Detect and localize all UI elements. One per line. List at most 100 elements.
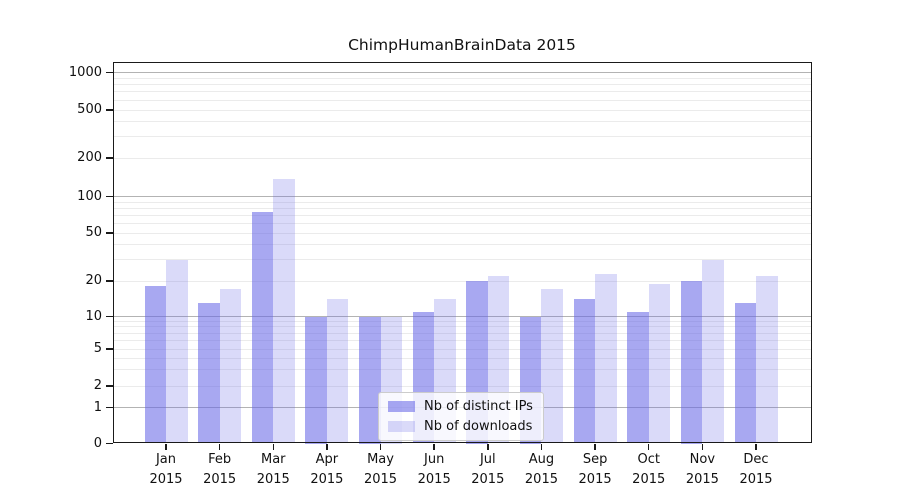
x-tick-mark (648, 444, 650, 451)
gridline-minor (114, 136, 811, 138)
x-tick-mark (379, 444, 382, 451)
bar-downloads-feb (219, 289, 242, 444)
x-tick-label: Jul 2015 (471, 452, 505, 487)
x-tick-label: Oct 2015 (632, 452, 666, 487)
legend-swatch-distinct-ips (388, 401, 415, 412)
y-tick-mark (106, 157, 113, 159)
y-tick-mark (106, 71, 113, 74)
bar-downloads-dec (756, 276, 778, 444)
legend-swatch-downloads (388, 421, 415, 432)
x-tick-mark (272, 444, 274, 451)
x-tick-mark (165, 444, 167, 451)
x-tick-mark (218, 444, 221, 451)
y-tick-mark (106, 315, 113, 318)
gridline-minor (114, 357, 811, 359)
y-tick-mark (106, 348, 113, 350)
gridline-minor (114, 369, 811, 371)
gridline-minor (114, 348, 811, 350)
y-tick-mark (106, 280, 113, 282)
bar-distinct-ips-jan (144, 286, 166, 444)
gridline-minor (114, 222, 811, 224)
x-tick-label: Apr 2015 (310, 452, 344, 487)
gridline-minor (114, 99, 811, 101)
x-tick-label: Aug 2015 (524, 452, 558, 487)
y-tick-mark (106, 109, 113, 111)
bar-downloads-sep (595, 273, 617, 444)
x-tick-label: Jan 2015 (149, 452, 183, 487)
x-tick-label: Jun 2015 (417, 452, 451, 487)
x-tick-label: Mar 2015 (256, 452, 290, 487)
x-tick-mark (326, 444, 328, 451)
x-tick-label: Nov 2015 (685, 452, 719, 487)
bar-downloads-nov (702, 259, 724, 444)
gridline-minor (114, 332, 811, 334)
y-tick-label: 1000 (68, 64, 102, 80)
bar-downloads-oct (648, 283, 671, 444)
bar-downloads-jan (166, 259, 188, 444)
gridline-major (114, 316, 811, 317)
gridline-minor (114, 157, 811, 159)
gridline-minor (114, 385, 811, 387)
x-tick-label: May 2015 (363, 452, 398, 487)
gridline-minor (114, 326, 811, 328)
gridline-minor (114, 339, 811, 341)
x-tick-label: Sep 2015 (578, 452, 612, 487)
bar-distinct-ips-nov (680, 281, 703, 444)
y-tick-label: 1 (93, 399, 102, 415)
bar-distinct-ips-dec (734, 303, 756, 444)
y-tick-mark (106, 442, 113, 445)
y-tick-label: 200 (77, 150, 102, 165)
bar-distinct-ips-oct (627, 311, 649, 444)
legend: Nb of distinct IPs Nb of downloads (378, 392, 544, 441)
gridline-minor (114, 207, 811, 209)
gridline-major (114, 196, 811, 197)
gridline-minor (114, 84, 811, 86)
legend-label-downloads: Nb of downloads (424, 419, 533, 434)
legend-entry-distinct-ips: Nb of distinct IPs (388, 399, 533, 414)
y-tick-label: 0 (93, 435, 102, 451)
x-tick-mark (540, 444, 543, 451)
plot-area (113, 62, 812, 443)
x-tick-label: Feb 2015 (203, 452, 237, 487)
y-tick-mark (106, 385, 113, 387)
gridline-minor (114, 259, 811, 261)
bar-distinct-ips-mar (251, 211, 274, 444)
x-tick-mark (487, 444, 489, 451)
y-tick-label: 100 (77, 188, 102, 204)
y-tick-label: 20 (85, 273, 102, 288)
y-tick-mark (106, 232, 113, 234)
bar-downloads-mar (273, 179, 295, 444)
gridline-minor (114, 91, 811, 93)
gridline-minor (114, 232, 811, 234)
gridline-minor (114, 109, 811, 111)
y-tick-label: 10 (85, 308, 102, 324)
x-tick-mark (433, 444, 435, 451)
gridline-minor (114, 214, 811, 216)
x-tick-mark (594, 444, 596, 451)
x-tick-mark (701, 444, 704, 451)
y-tick-label: 2 (93, 378, 102, 393)
chart-title: ChimpHumanBrainData 2015 (348, 36, 576, 54)
bar-downloads-apr (326, 299, 349, 444)
bar-distinct-ips-sep (573, 299, 596, 444)
gridline-minor (114, 77, 811, 79)
gridline-minor (114, 280, 811, 282)
y-tick-mark (106, 195, 113, 198)
x-tick-mark (755, 444, 757, 451)
bar-distinct-ips-apr (305, 316, 327, 444)
x-tick-label: Dec 2015 (739, 452, 773, 487)
bar-downloads-aug (541, 289, 563, 444)
gridline-minor (114, 320, 811, 322)
y-tick-label: 500 (77, 102, 102, 117)
gridline-minor (114, 201, 811, 203)
y-tick-label: 5 (93, 341, 102, 356)
bar-distinct-ips-may (359, 316, 381, 444)
y-tick-mark (106, 406, 113, 409)
legend-label-distinct-ips: Nb of distinct IPs (424, 399, 533, 414)
y-tick-label: 50 (85, 225, 102, 240)
gridline-major (114, 72, 811, 73)
legend-entry-downloads: Nb of downloads (388, 419, 533, 434)
bar-distinct-ips-feb (198, 303, 220, 444)
gridline-minor (114, 121, 811, 123)
